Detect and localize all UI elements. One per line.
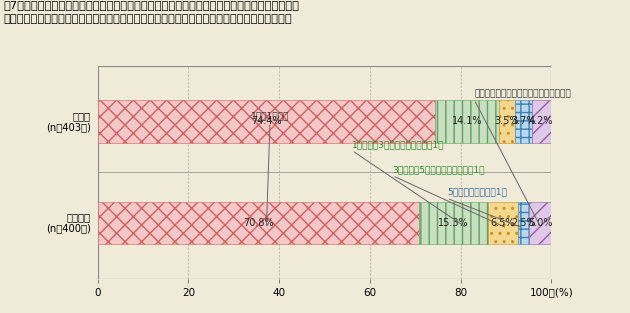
Text: 2.5%: 2.5%: [511, 218, 536, 228]
Text: 3年を超え5年を超えない期間に1回: 3年を超え5年を超えない期間に1回: [392, 165, 485, 174]
Text: 3.7%: 3.7%: [511, 116, 536, 126]
Text: 3.5%: 3.5%: [495, 116, 519, 126]
Bar: [532, 100, 551, 143]
Bar: [518, 202, 529, 244]
Bar: [529, 202, 552, 244]
Text: 74.4%: 74.4%: [251, 116, 282, 126]
Bar: [98, 202, 419, 244]
Text: 5.0%: 5.0%: [528, 218, 553, 228]
Text: 15.3%: 15.3%: [438, 218, 469, 228]
Text: 図7　貴社における社員の倫理の保持のための研修について、社員一人につきどのくらいの頻度
で受講させていますか。管理職クラス、一般社員クラスのそれぞれについてお答: 図7 貴社における社員の倫理の保持のための研修について、社員一人につきどのくらい…: [3, 0, 299, 24]
Bar: [435, 100, 499, 143]
Bar: [98, 100, 435, 143]
Text: 1年を超え3年を超えない期間に1回: 1年を超え3年を超えない期間に1回: [352, 140, 444, 149]
Text: 6.5%: 6.5%: [491, 218, 515, 228]
Text: 一般社員
(n＝400人): 一般社員 (n＝400人): [46, 212, 91, 233]
Bar: [499, 100, 515, 143]
Text: 管理職
(n＝403人): 管理職 (n＝403人): [46, 111, 91, 132]
Bar: [419, 202, 488, 244]
Bar: [488, 202, 518, 244]
Text: 1年に1回以上: 1年に1回以上: [251, 112, 289, 121]
Bar: [515, 100, 532, 143]
Text: 5年を超える期間に1回: 5年を超える期間に1回: [447, 188, 507, 197]
Text: 4.2%: 4.2%: [529, 116, 554, 126]
Text: 14.1%: 14.1%: [452, 116, 483, 126]
Text: 70.8%: 70.8%: [243, 218, 273, 228]
Text: 社員の受講状況を個別に把握していない: 社員の受講状況を個別に把握していない: [474, 89, 571, 98]
